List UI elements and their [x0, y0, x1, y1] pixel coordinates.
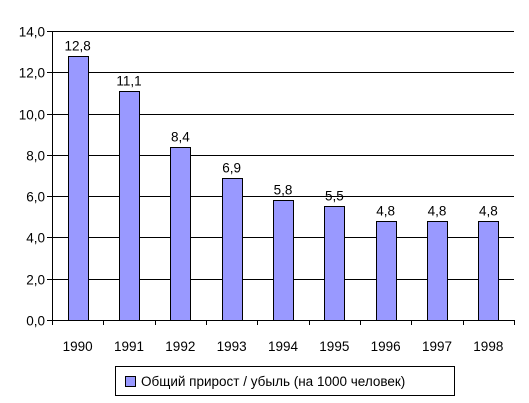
y-tick-label: 14,0: [19, 25, 45, 40]
y-tick-label: 0,0: [26, 314, 45, 329]
y-tick-label: 10,0: [19, 108, 45, 123]
x-tick-label: 1995: [319, 339, 349, 354]
axes: [52, 31, 515, 325]
data-label: 12,8: [65, 39, 91, 54]
data-label: 4,8: [428, 204, 447, 219]
y-tick-label: 4,0: [26, 231, 45, 246]
y-tick-label: 6,0: [26, 190, 45, 205]
bar: [222, 178, 243, 321]
x-tick-label: 1994: [268, 339, 299, 354]
bar: [478, 221, 499, 321]
bar: [427, 221, 448, 321]
data-label: 11,1: [116, 74, 141, 89]
y-axis-tick-labels: 0,0 2,0 4,0 6,0 8,0 10,0 12,0 14,0: [19, 25, 45, 329]
bar: [119, 91, 140, 321]
x-axis-tick-labels: 1990 1991 1992 1993 1994 1995 1996 1997 1998: [63, 339, 504, 354]
y-tick-label: 2,0: [26, 273, 45, 288]
data-label: 5,5: [325, 189, 344, 204]
legend-swatch: [125, 375, 136, 387]
x-tick-label: 1997: [422, 339, 452, 354]
data-label: 5,8: [274, 183, 293, 198]
y-tick-label: 12,0: [19, 66, 45, 81]
bar: [376, 221, 397, 321]
bar: [170, 147, 191, 321]
data-label: 4,8: [376, 204, 395, 219]
bar: [324, 206, 345, 321]
bar-chart: 0,0 2,0 4,0 6,0 8,0 10,0 12,0 14,0 12,8 11,1 8,4 6…: [19, 25, 515, 354]
data-label: 4,8: [479, 204, 498, 219]
x-tick-label: 1996: [371, 339, 401, 354]
bar: [273, 200, 294, 321]
y-tick-label: 8,0: [26, 149, 45, 164]
x-tick-label: 1990: [63, 339, 93, 354]
data-labels: 12,8 11,1 8,4 6,9 5,8 5,5 4,8 4,8 4,8: [65, 39, 498, 219]
bar: [68, 56, 89, 321]
legend: Общий прирост / убыль (на 1000 человек): [115, 366, 455, 396]
x-tick-label: 1991: [114, 339, 144, 354]
data-label: 6,9: [222, 161, 241, 176]
legend-label: Общий прирост / убыль (на 1000 человек): [141, 373, 406, 389]
x-tick-label: 1993: [217, 339, 247, 354]
data-label: 8,4: [171, 130, 190, 145]
x-tick-label: 1998: [473, 339, 503, 354]
x-tick-label: 1992: [165, 339, 195, 354]
